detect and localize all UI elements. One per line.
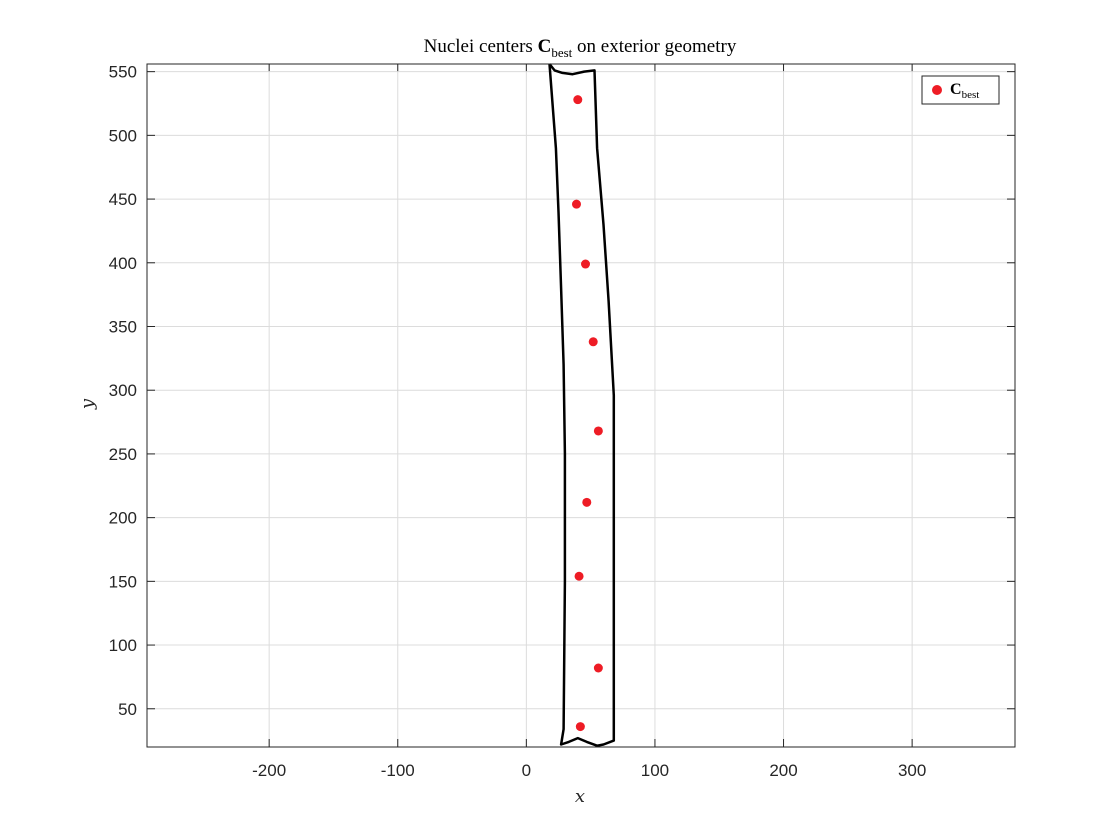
y-tick-label: 300 [109, 381, 137, 400]
c-best-point [588, 337, 598, 347]
chart-title: Nuclei centers Cbest on exterior geometr… [424, 36, 737, 60]
exterior-geometry-outline [548, 63, 616, 747]
legend: Cbest [921, 75, 1000, 105]
y-tick-label: 350 [109, 317, 137, 336]
x-tick-labels: -200 -100 0 100 200 300 [252, 761, 926, 780]
c-best-point [574, 571, 584, 581]
c-best-point [573, 95, 583, 105]
x-tick-label: 0 [522, 761, 531, 780]
y-axis-label: y [77, 398, 98, 410]
x-tick-label: -200 [252, 761, 286, 780]
x-axis-label: x [575, 786, 585, 807]
y-tick-label: 250 [109, 445, 137, 464]
x-tick-label: 300 [898, 761, 926, 780]
y-tick-label: 400 [109, 254, 137, 273]
x-tick-label: -100 [381, 761, 415, 780]
c-best-point [575, 722, 585, 732]
x-grid-lines [268, 64, 913, 747]
c-best-point [581, 259, 591, 269]
y-tick-label: 550 [109, 63, 137, 82]
plot-area [146, 63, 1016, 748]
y-tick-label: 500 [109, 126, 137, 145]
c-best-point [582, 497, 592, 507]
x-tick-label: 200 [769, 761, 797, 780]
c-best-points [571, 95, 603, 732]
x-tick-label: 100 [641, 761, 669, 780]
y-tick-label: 450 [109, 190, 137, 209]
y-tick-label: 100 [109, 636, 137, 655]
legend-label: Cbest [950, 81, 979, 101]
axes-frame [146, 63, 1016, 748]
c-best-point [593, 426, 603, 436]
y-tick-label: 50 [118, 700, 137, 719]
y-tick-label: 150 [109, 572, 137, 591]
y-grid-lines [147, 71, 1015, 710]
c-best-point [593, 663, 603, 673]
legend-marker [932, 85, 942, 95]
y-tick-label: 200 [109, 509, 137, 528]
c-best-point [571, 199, 581, 209]
y-tick-labels: 50 100 150 200 250 300 350 400 450 500 550 [109, 63, 137, 719]
axes-background [147, 64, 1015, 747]
